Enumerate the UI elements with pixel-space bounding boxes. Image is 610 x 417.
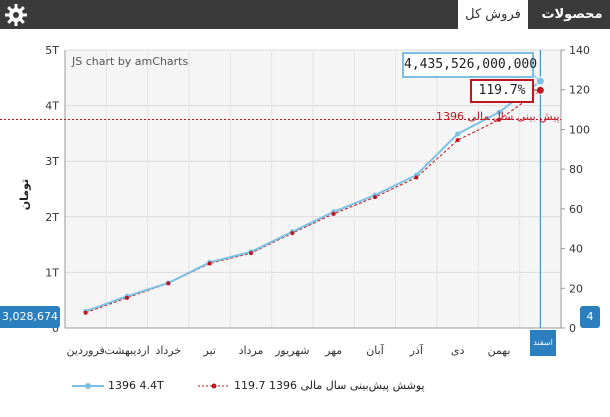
cursor-percent-balloon: 119.7% [470, 79, 534, 103]
x-tick-label: مهر [324, 344, 342, 357]
chart-series [0, 78, 561, 315]
y-right-tick-label: 60 [569, 203, 583, 216]
y-left-tick-label: 4T [45, 100, 59, 113]
y-left-tick-label: 1T [45, 266, 59, 279]
series-point-forecast [125, 295, 129, 300]
y-left-axis-title: تومان [18, 179, 31, 210]
legend-swatch-actual [72, 383, 104, 389]
series-point-forecast [414, 175, 419, 180]
y-left-tick-label: 5T [45, 44, 59, 57]
chart-credit[interactable]: JS chart by amCharts [72, 55, 189, 68]
right-axis-cursor-balloon: 4 [580, 306, 600, 328]
x-tick-label: فروردین [67, 344, 105, 357]
x-tick-label: دی [451, 344, 465, 357]
y-left-tick-label: 3T [45, 155, 59, 168]
x-tick-label: آبان [366, 343, 384, 357]
legend-label-actual: 1396 4.4T [108, 379, 164, 392]
x-tick-label: شهریور [274, 344, 309, 357]
y-left-tick-label: 0 [52, 322, 59, 335]
series-point-forecast [455, 138, 460, 143]
y-right-tick-label: 100 [569, 123, 590, 136]
y-right-tick-label: 20 [569, 282, 583, 295]
series-point-forecast [497, 117, 501, 122]
gear-icon[interactable] [4, 3, 28, 27]
y-right-tick-label: 80 [569, 163, 583, 176]
x-tick-label: بهمن [488, 344, 511, 357]
x-tick-label: خرداد [155, 344, 181, 357]
series-point-actual [455, 131, 461, 137]
legend-swatch-forecast [198, 383, 230, 389]
x-tick-label: مرداد [239, 344, 264, 357]
tab-products[interactable]: محصولات [541, 7, 603, 22]
x-tick-label: تیر [202, 344, 215, 357]
series-point-forecast [331, 211, 336, 216]
series-point-actual [496, 109, 502, 115]
category-cursor-balloon: اسفند [530, 330, 556, 356]
series-line-actual [85, 80, 541, 313]
cursor-value-balloon: 4,435,526,000,000 [402, 52, 537, 78]
x-tick-label: آذر [409, 343, 424, 357]
chart-cursor [531, 50, 545, 328]
left-axis-cursor-balloon: 3,028,674 [0, 306, 60, 328]
top-bar: فروش کل محصولات [0, 0, 610, 29]
chart-axes: 0 1T 2T 3T 4T 5T 0 20 40 60 80 100 120 140 تومان فروردی… [18, 44, 590, 357]
series-point-forecast [83, 310, 88, 315]
series-point-forecast [290, 231, 295, 236]
y-left-tick-label: 2T [45, 211, 59, 224]
reference-line-label: پیش بینی سال مالی 1396 [436, 110, 560, 123]
series-point-forecast [207, 261, 212, 266]
tab-total-sales[interactable]: فروش کل [458, 0, 528, 29]
series-point-forecast [249, 251, 253, 256]
y-right-tick-label: 0 [569, 322, 576, 335]
x-tick-label: اردیبهشت [104, 344, 149, 357]
legend-label-forecast: 119.7 پوشش پیش‌بینی سال مالی 1396 [234, 379, 425, 392]
y-right-tick-label: 120 [569, 84, 590, 97]
y-right-tick-label: 140 [569, 44, 590, 57]
series-point-forecast [166, 281, 171, 286]
series-point-forecast [373, 195, 377, 200]
y-right-tick-label: 40 [569, 243, 583, 256]
